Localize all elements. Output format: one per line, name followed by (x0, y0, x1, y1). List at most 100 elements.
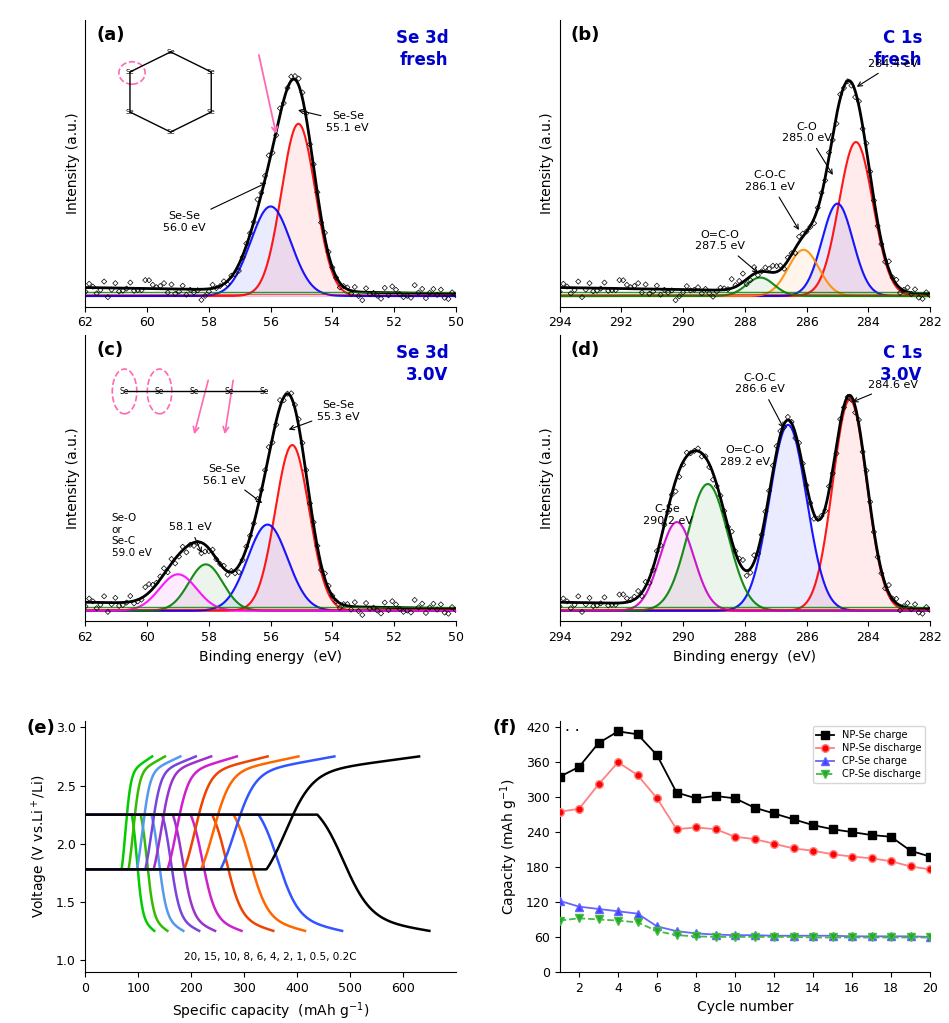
Point (444, 284, 459, 301)
Point (403, 605, 419, 621)
Point (720, 281, 735, 298)
Point (630, 275, 645, 292)
Point (593, 595, 608, 612)
Point (396, 288, 411, 305)
Text: C 1s
3.0V: C 1s 3.0V (881, 344, 922, 384)
NP-Se discharge (847, 850, 858, 862)
Point (701, 285, 716, 302)
Text: (a): (a) (97, 27, 125, 44)
NP-Se discharge (690, 821, 701, 834)
Point (743, 272, 758, 288)
NP-Se discharge (593, 779, 605, 791)
Point (807, 215, 822, 231)
Point (754, 527, 770, 543)
Text: Se-Se
56.0 eV: Se-Se 56.0 eV (163, 183, 266, 232)
Point (328, 269, 344, 285)
Point (560, 593, 575, 610)
Point (434, 596, 449, 613)
Point (419, 605, 434, 621)
NP-Se charge (827, 824, 838, 836)
Point (907, 281, 922, 298)
Point (197, 543, 213, 560)
Point (863, 164, 878, 180)
Point (657, 281, 672, 298)
Point (911, 605, 926, 621)
Point (309, 184, 325, 201)
Point (563, 285, 578, 302)
Point (661, 503, 676, 520)
NP-Se charge (904, 845, 916, 857)
NP-Se charge (749, 801, 760, 813)
Point (437, 605, 453, 621)
Point (874, 565, 889, 581)
Point (448, 287, 463, 304)
Point (157, 561, 172, 577)
Point (683, 282, 698, 299)
Point (896, 598, 911, 615)
Point (705, 472, 720, 488)
CP-Se discharge (612, 915, 623, 927)
Point (859, 135, 874, 151)
Point (168, 555, 183, 572)
Point (586, 598, 601, 615)
Point (574, 288, 589, 305)
NP-Se charge (924, 850, 936, 862)
Point (728, 277, 743, 294)
NP-Se charge (671, 787, 682, 799)
Point (556, 590, 571, 607)
Point (694, 448, 709, 464)
Point (776, 418, 791, 435)
Point (122, 588, 138, 605)
Point (713, 488, 728, 504)
Point (228, 565, 243, 581)
Point (108, 275, 123, 292)
Point (261, 147, 276, 164)
Point (716, 502, 732, 519)
Point (104, 281, 120, 298)
Point (115, 282, 130, 299)
CP-Se discharge (554, 915, 566, 927)
Point (574, 604, 589, 620)
Point (597, 589, 612, 606)
Point (388, 596, 403, 613)
Point (403, 290, 419, 306)
Point (822, 144, 837, 161)
Point (892, 603, 907, 619)
Point (795, 225, 810, 241)
Point (791, 228, 807, 244)
NP-Se charge (788, 813, 799, 826)
Line: CP-Se discharge: CP-Se discharge (556, 915, 934, 941)
Point (276, 95, 291, 112)
Point (373, 606, 388, 622)
Point (392, 286, 407, 303)
Point (78, 598, 93, 615)
Point (885, 269, 901, 285)
Point (589, 597, 605, 614)
NP-Se discharge (769, 838, 780, 850)
Point (332, 599, 347, 616)
Point (634, 284, 649, 301)
Point (919, 284, 934, 301)
Point (560, 278, 575, 295)
Point (709, 283, 724, 300)
Point (303, 495, 318, 512)
Point (784, 413, 799, 430)
NP-Se charge (808, 819, 819, 832)
Point (299, 105, 314, 122)
CP-Se discharge (730, 931, 741, 943)
Point (687, 443, 702, 459)
Point (228, 266, 243, 282)
Point (698, 280, 713, 297)
Point (272, 392, 288, 408)
Point (847, 404, 863, 420)
Point (664, 282, 679, 299)
Point (78, 283, 93, 300)
Point (810, 510, 826, 527)
Point (623, 279, 639, 296)
Text: C-Se
290.2 eV: C-Se 290.2 eV (642, 504, 693, 526)
Point (672, 469, 687, 485)
Point (178, 544, 194, 561)
Point (257, 168, 272, 184)
Point (732, 273, 747, 290)
Point (172, 548, 187, 565)
